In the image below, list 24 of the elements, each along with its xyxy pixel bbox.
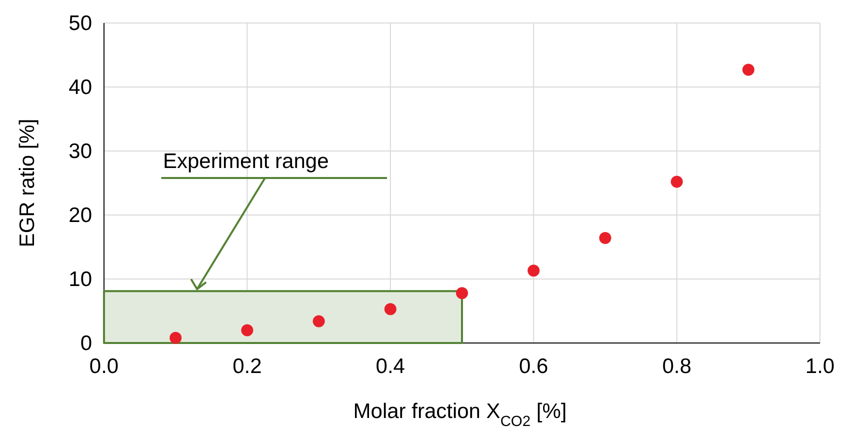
y-tick-label: 0 [80,332,92,355]
point [384,303,396,316]
point [599,232,612,244]
x-tick-label: 0.6 [519,355,548,378]
x-tick-label: 0.2 [232,355,262,378]
y-tick-label: 30 [68,140,92,163]
y-axis-title: EGR ratio [%] [16,118,39,248]
y-tick-label: 40 [68,76,92,99]
y-tick-label: 20 [68,204,92,227]
x-axis-title: Molar fraction X$_{CO2}$ [%] [353,400,567,427]
x-tick-label: 0.8 [662,355,692,378]
y-tick-label: 50 [68,12,92,35]
y-tick-label: 10 [68,268,92,291]
point [528,264,540,277]
x-tick-label: 0.4 [376,355,406,378]
annotation: Experiment range [163,150,329,173]
point [170,332,182,344]
x-tick-label: 1.0 [805,355,835,378]
point [456,287,468,300]
point [670,176,683,188]
x-tick-label: 0.0 [89,355,119,378]
point [742,64,754,76]
point [312,315,325,328]
point [241,324,254,336]
